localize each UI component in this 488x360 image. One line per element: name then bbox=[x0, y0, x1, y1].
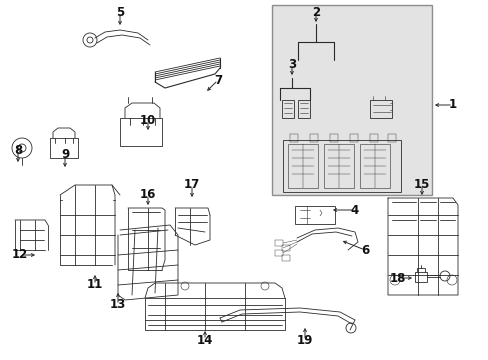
Text: 19: 19 bbox=[296, 333, 312, 346]
Bar bbox=[287, 144, 317, 188]
Bar bbox=[283, 140, 400, 192]
Bar bbox=[369, 100, 391, 118]
Bar bbox=[369, 134, 377, 142]
Bar bbox=[359, 144, 389, 188]
Bar bbox=[120, 118, 162, 146]
Text: 6: 6 bbox=[360, 243, 368, 256]
Bar bbox=[289, 134, 297, 142]
Bar bbox=[349, 134, 357, 142]
Bar bbox=[324, 144, 353, 188]
Bar bbox=[329, 134, 337, 142]
Text: 2: 2 bbox=[311, 5, 320, 18]
Text: 15: 15 bbox=[413, 179, 429, 192]
Bar bbox=[274, 250, 283, 256]
Text: 1: 1 bbox=[448, 99, 456, 112]
Bar bbox=[282, 255, 289, 261]
Bar bbox=[414, 272, 426, 282]
Text: 18: 18 bbox=[389, 271, 406, 284]
Bar bbox=[271, 5, 431, 195]
Bar bbox=[274, 240, 283, 246]
Bar bbox=[282, 245, 289, 251]
Text: 7: 7 bbox=[214, 73, 222, 86]
Bar bbox=[309, 134, 317, 142]
Text: 8: 8 bbox=[14, 144, 22, 157]
Text: 11: 11 bbox=[87, 279, 103, 292]
Text: 14: 14 bbox=[196, 333, 213, 346]
Bar bbox=[50, 138, 78, 158]
Text: 13: 13 bbox=[110, 298, 126, 311]
Text: 12: 12 bbox=[12, 248, 28, 261]
Bar bbox=[297, 100, 309, 118]
Text: 3: 3 bbox=[287, 58, 295, 72]
Text: 17: 17 bbox=[183, 179, 200, 192]
Bar bbox=[282, 100, 293, 118]
Text: 4: 4 bbox=[350, 203, 358, 216]
Text: 9: 9 bbox=[61, 148, 69, 162]
Text: 16: 16 bbox=[140, 189, 156, 202]
Bar bbox=[294, 206, 334, 224]
Bar bbox=[387, 134, 395, 142]
Text: 10: 10 bbox=[140, 113, 156, 126]
Text: 5: 5 bbox=[116, 5, 124, 18]
